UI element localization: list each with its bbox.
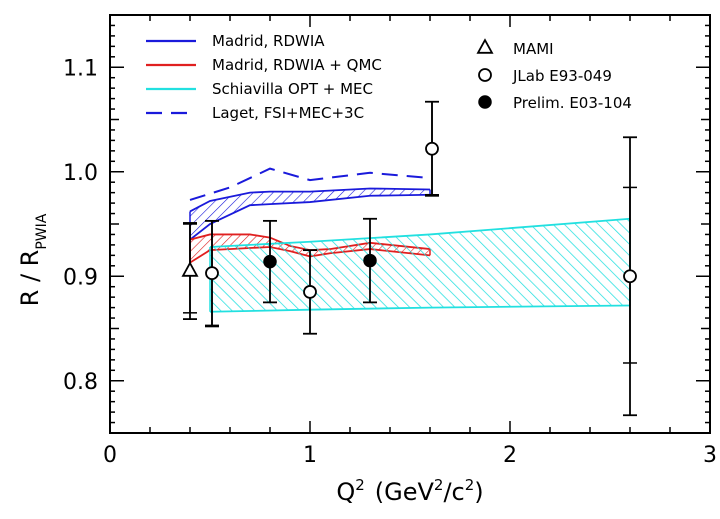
data-point-circle-open [623, 269, 637, 284]
bands-layer [189, 187, 631, 313]
data-point-circle-open [303, 285, 317, 299]
x-tick-label: 0 [103, 443, 117, 468]
x-axis-label: Q2 (GeV2/c2) [336, 476, 483, 506]
x-axis-label-sup1: 2 [434, 476, 444, 494]
legend-label: JLab E93-049 [512, 67, 612, 85]
y-tick-label: 1.1 [63, 56, 98, 81]
legend-label: Madrid, RDWIA [212, 32, 325, 50]
legend-label: MAMI [513, 40, 554, 58]
band-upper-edge-0 [189, 187, 431, 213]
band-lower-edge-0 [189, 193, 431, 241]
x-tick-label: 2 [503, 443, 517, 468]
x-axis-label-sup: 2 [355, 476, 365, 494]
data-point-circle-open [205, 266, 219, 281]
legend-left: Madrid, RDWIA Madrid, RDWIA + QMC Schiavil… [146, 32, 382, 122]
y-axis-label-sub: PWIA [34, 213, 50, 249]
y-tick-label: 0.9 [63, 265, 98, 290]
legend-label: Schiavilla OPT + MEC [212, 80, 373, 98]
x-axis-label-q: Q [336, 478, 355, 506]
band-lower-edge-2 [209, 304, 631, 313]
x-tick-label: 1 [303, 443, 317, 468]
data-point-circle-filled [263, 254, 277, 269]
legend-label: Laget, FSI+MEC+3C [212, 104, 364, 122]
data-point-circle-open [425, 141, 439, 156]
legend-marker-triangle-open [476, 38, 494, 54]
lines-layer [189, 167, 431, 201]
axes-layer: 0 1 2 3 0.8 0.9 1.0 1.1 [63, 14, 717, 468]
legend-marker-circle-open [478, 68, 492, 82]
series-line-0 [189, 167, 431, 201]
legend-label: Madrid, RDWIA + QMC [212, 56, 382, 74]
y-axis-label: R / RPWIA [16, 213, 50, 306]
legend-label: Prelim. E03-104 [513, 94, 632, 112]
data-point-circle-filled [363, 253, 377, 268]
x-axis-label-close: ) [474, 478, 483, 506]
y-tick-label: 1.0 [63, 161, 98, 186]
y-tick-label: 0.8 [63, 370, 98, 395]
x-axis-label-mid: /c [443, 478, 464, 506]
band-fill-0 [190, 188, 430, 240]
points-layer [181, 100, 637, 417]
x-axis-label-open: (GeV [375, 478, 435, 506]
x-tick-label: 3 [703, 443, 717, 468]
legend-right: MAMI JLab E93-049 Prelim. E03-104 [476, 38, 632, 112]
legend-marker-circle-filled [478, 95, 492, 109]
y-axis-label-main: R / R [16, 250, 44, 307]
band-fill-1 [190, 234, 430, 263]
data-point-triangle-open [181, 261, 199, 277]
x-axis-label-sup2: 2 [465, 476, 475, 494]
